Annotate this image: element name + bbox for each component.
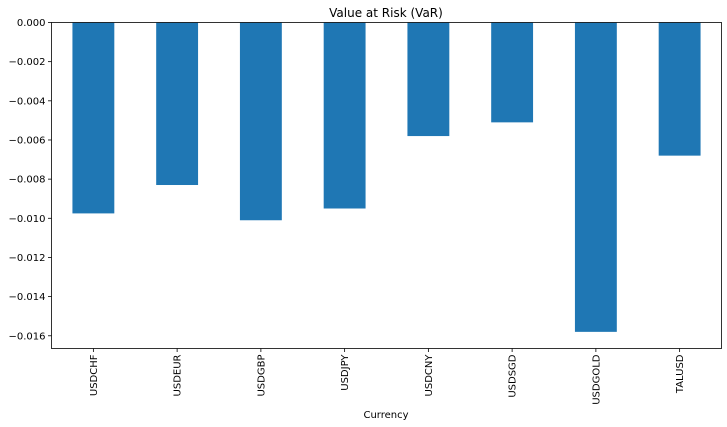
x-tick-label: USDGBP [256,355,267,397]
bar-usdgbp [240,23,282,221]
bar-usdeur [156,23,198,186]
bar-talusd [659,23,701,156]
chart-title: Value at Risk (VaR) [329,6,443,20]
bar-usdcny [407,23,449,137]
x-tick-label: USDEUR [173,354,184,396]
x-tick-label: USDCNY [424,354,435,397]
y-tick-label: −0.012 [8,253,45,264]
y-tick-label: −0.008 [8,175,45,186]
y-tick-label: −0.002 [8,57,45,68]
x-tick-label: USDCHF [89,354,100,396]
bar-usdgold [575,23,617,332]
bar-usdjpy [324,23,366,209]
plot-frame [52,23,722,349]
y-tick-label: −0.016 [8,331,45,342]
x-tick-label: USDSGD [508,354,519,397]
bar-usdchf [72,23,114,214]
y-tick-label: −0.006 [8,135,45,146]
y-tick-label: −0.014 [8,292,45,303]
bar-usdsgd [491,23,533,123]
x-axis-title: Currency [363,410,408,421]
y-axis: 0.000 −0.002 −0.004 −0.006 −0.008 −0.010 −0.01… [8,18,51,342]
x-tick-label: USDJPY [340,354,351,391]
y-tick-label: 0.000 [17,18,46,29]
y-tick-label: −0.010 [8,214,45,225]
x-axis: USDCHF USDEUR USDGBP USDJPY USDCNY USDSGD USDG… [89,349,686,405]
bars-group [72,23,700,332]
x-tick-label: USDGOLD [591,354,602,405]
y-tick-label: −0.004 [8,96,45,107]
x-tick-label: TALUSD [675,354,686,394]
